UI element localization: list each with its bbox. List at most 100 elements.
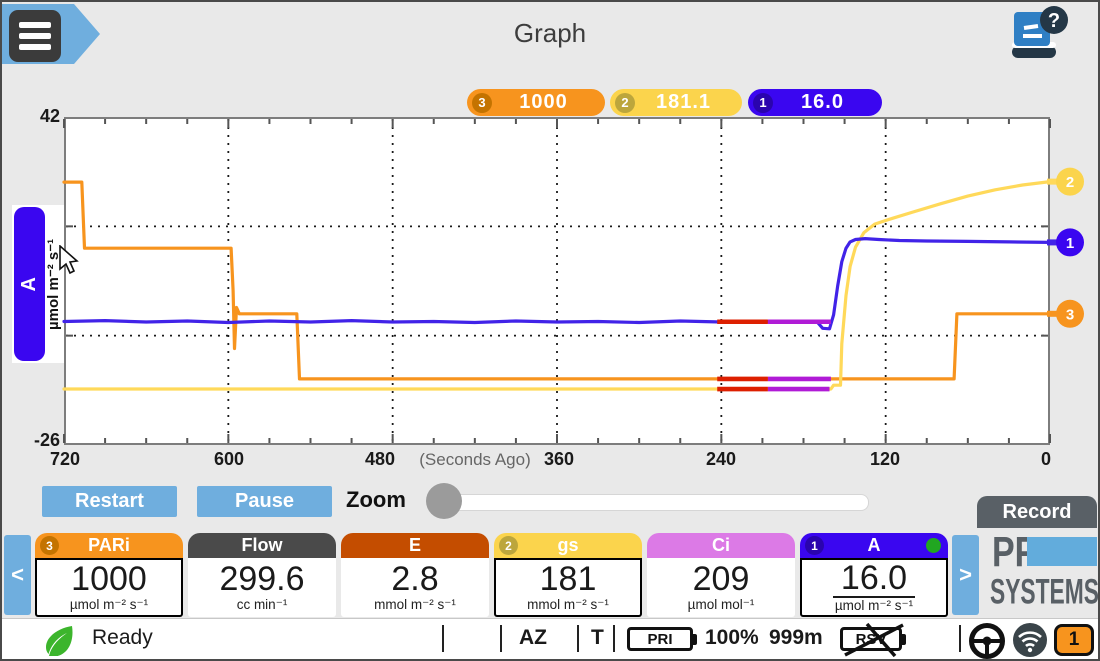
battery-nub [692,634,697,645]
legend-pill-gs[interactable]: 2 181.1 [610,89,742,116]
x-tick-600: 600 [213,449,245,469]
legend-badge-2: 2 [615,92,635,113]
card-units: mmol m⁻² s⁻¹ [527,597,609,613]
card-value: 209 [692,559,750,598]
logo-line2: SYSTEMS [990,573,1099,613]
legend-badge-3: 3 [472,92,492,113]
restart-button[interactable]: Restart [42,486,177,517]
card-units: mmol m⁻² s⁻¹ [374,597,456,613]
card-title: Flow [241,535,283,555]
card-flow[interactable]: Flow 299.6 cc min⁻¹ [188,533,336,617]
y-axis-max-label: 42 [39,106,60,126]
battery-number-icon[interactable]: 1 [1054,624,1094,656]
card-header: Ci [647,533,795,558]
separator [613,625,615,652]
card-header: Flow [188,533,336,558]
menu-button[interactable] [2,4,102,66]
battery-pri-icon: PRI [627,627,697,651]
card-value: 299.6 [219,559,305,598]
card-title: E [408,535,421,555]
card-value: 181 [539,559,597,598]
x-axis-title: (Seconds Ago) [419,450,531,469]
legend-value: 1000 [519,91,568,113]
battery-nub [901,634,906,645]
wifi-icon[interactable] [1012,622,1048,658]
card-header: E [341,533,489,558]
x-tick-480: 480 [364,449,396,469]
status-battery-minutes: 999m [769,626,823,649]
card-body: 299.6 cc min⁻¹ [188,558,336,617]
y-axis-min-label: -26 [33,430,60,450]
legend-value: 181.1 [655,91,712,113]
card-e[interactable]: E 2.8 mmol m⁻² s⁻¹ [341,533,489,617]
status-bar: Ready AZ T PRI 100% 999m RSV [2,618,1098,659]
help-button[interactable]: ? [1002,6,1072,64]
card-badge: 3 [40,536,59,555]
legend-pill-pari[interactable]: 3 1000 [467,89,605,116]
cards-scroll-left-button[interactable]: < [4,535,31,615]
legend-value: 16.0 [801,91,844,113]
card-a[interactable]: 1 A 16.0 µmol m⁻² s⁻¹ [800,533,948,617]
svg-text:?: ? [1048,10,1060,32]
svg-text:2: 2 [1066,174,1074,191]
svg-text:1: 1 [1066,235,1074,252]
card-gs[interactable]: 2 gs 181 mmol m⁻² s⁻¹ [494,533,642,617]
card-units: µmol mol⁻¹ [687,597,755,613]
zoom-slider-thumb[interactable] [426,483,462,519]
card-value: 1000 [71,559,147,598]
card-title: gs [557,535,579,555]
card-body: 209 µmol mol⁻¹ [647,558,795,617]
card-value: 2.8 [391,559,439,598]
pp-systems-logo: PP SYSTEMS [987,529,1099,617]
cards-scroll-right-button[interactable]: > [952,535,979,615]
card-badge: 1 [805,536,824,555]
x-tick-120: 120 [869,449,901,469]
battery-number-label: 1 [1068,629,1080,650]
x-tick-360: 360 [543,449,575,469]
y-axis-units-label: µmol m⁻² s⁻¹ [45,238,62,330]
card-body: 181 mmol m⁻² s⁻¹ [494,558,642,617]
x-tick-720: 720 [49,449,81,469]
help-book-icon: ? [1012,6,1068,58]
status-az: AZ [519,626,547,649]
card-value: 16.0 [832,560,916,599]
card-units: cc min⁻¹ [236,597,288,613]
card-header: 1 A [800,533,948,558]
svg-text:3: 3 [1066,306,1074,323]
zoom-slider-track[interactable] [427,494,869,511]
card-title: A [867,535,881,555]
card-pari[interactable]: 3 PARi 1000 µmol m⁻² s⁻¹ [35,533,183,617]
record-button[interactable]: Record [977,496,1097,528]
steering-wheel-icon[interactable] [968,622,1006,660]
pause-button[interactable]: Pause [197,486,332,517]
x-tick-240: 240 [705,449,737,469]
separator [442,625,444,652]
graph-plot-area[interactable]: 3 2 1 [62,117,1084,445]
card-body: 1000 µmol m⁻² s⁻¹ [35,558,183,617]
x-tick-0: 0 [1040,449,1052,469]
mouse-cursor-icon [59,245,79,275]
zoom-label: Zoom [346,487,406,512]
y-axis-channel-tab[interactable]: A [14,207,45,361]
legend-badge-1: 1 [753,92,773,113]
y-axis-channel-label: A [18,276,40,292]
card-units: µmol m⁻² s⁻¹ [834,598,914,614]
battery-pri-label: PRI [647,630,673,648]
card-header: 2 gs [494,533,642,558]
card-title: PARi [88,535,130,555]
status-t: T [591,626,604,649]
battery-rsv-icon: RSV [840,622,906,658]
legend-pill-a[interactable]: 1 16.0 [748,89,882,116]
hamburger-icon [9,10,61,62]
card-ci[interactable]: Ci 209 µmol mol⁻¹ [647,533,795,617]
battery-rsv-cross [844,622,904,658]
separator [577,625,579,652]
status-ready-label: Ready [92,626,153,649]
card-title: Ci [712,535,730,555]
card-badge: 2 [499,536,518,555]
card-body: 16.0 µmol m⁻² s⁻¹ [800,558,948,617]
card-header: 3 PARi [35,533,183,558]
separator [500,625,502,652]
active-channel-dot [926,538,941,553]
